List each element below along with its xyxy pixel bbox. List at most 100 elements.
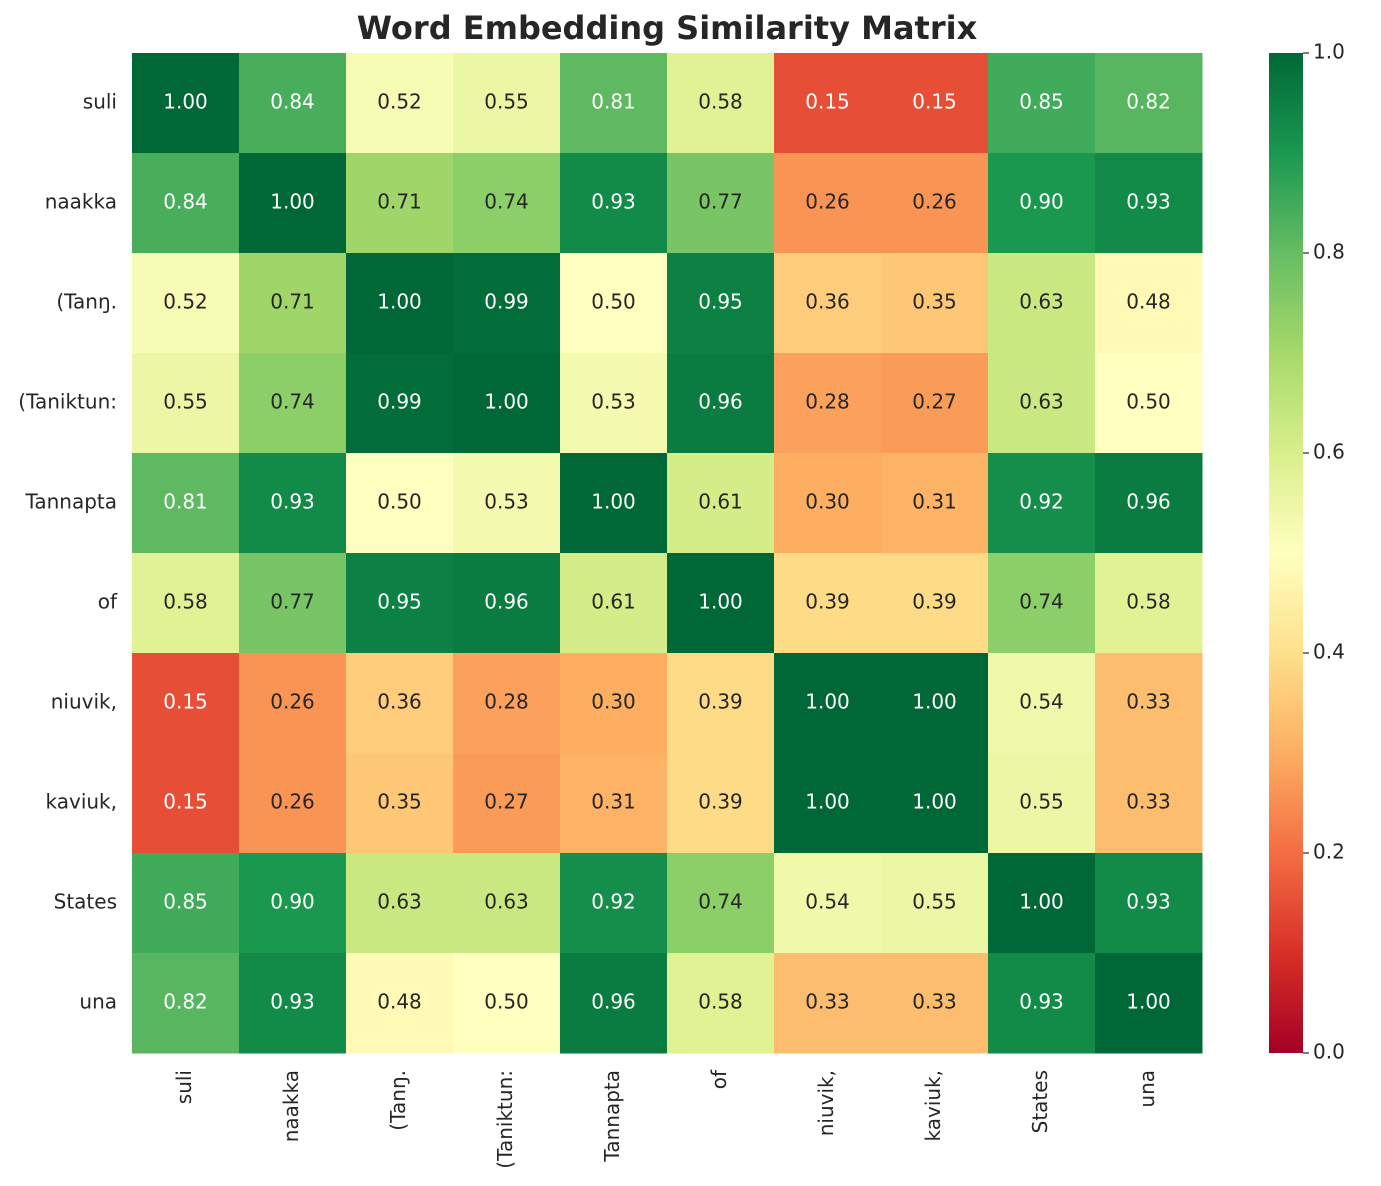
heatmap-cell [774,153,882,254]
heatmap-cell [667,553,775,654]
heatmap-cell [774,853,882,954]
heatmap-cell [132,353,240,454]
cell-label: 1.00 [912,690,957,714]
heatmap-cell [774,653,882,754]
heatmap-cell [132,953,240,1054]
heatmap-cell [1095,853,1203,954]
heatmap-cell [988,353,1096,454]
heatmap-cell [881,253,989,354]
heatmap-cell [239,453,347,554]
heatmap-cell [667,153,775,254]
heatmap-cell [881,453,989,554]
y-tick-label: una [79,990,117,1014]
cell-label: 0.15 [912,90,957,114]
cell-label: 0.27 [484,790,529,814]
cell-label: 0.36 [377,690,422,714]
cell-label: 0.27 [912,390,957,414]
heatmap-cell [453,253,561,354]
x-tick-label: of [707,1069,731,1089]
cell-label: 1.00 [805,690,850,714]
cell-label: 0.28 [484,690,529,714]
cell-label: 0.52 [377,90,422,114]
cell-label: 0.55 [484,90,529,114]
cell-label: 0.93 [591,190,636,214]
heatmap-cell [988,453,1096,554]
heatmap-cell [453,553,561,654]
cell-label: 0.61 [591,590,636,614]
cell-label: 0.26 [805,190,850,214]
heatmap-cell [560,853,668,954]
cell-label: 0.95 [698,290,743,314]
colorbar [1269,53,1303,1053]
cell-label: 0.61 [698,490,743,514]
heatmap-cell [239,553,347,654]
heatmap-cell [346,353,454,454]
heatmap-cell [667,453,775,554]
heatmap-cell [132,653,240,754]
heatmap-cell [1095,653,1203,754]
heatmap-cell [560,453,668,554]
colorbar-tick-label: 0.8 [1313,240,1345,264]
heatmap-cell [881,653,989,754]
cell-label: 0.33 [912,990,957,1014]
cell-label: 1.00 [591,490,636,514]
cell-label: 0.92 [1019,490,1064,514]
heatmap-cell [774,553,882,654]
heatmap-cell [881,853,989,954]
heatmap-cell [988,153,1096,254]
heatmap-cell [881,953,989,1054]
x-tick-label: States [1028,1070,1052,1133]
heatmap-cell [560,953,668,1054]
cell-label: 0.74 [698,890,743,914]
cell-label: 0.81 [163,490,208,514]
heatmap-cell [132,53,240,154]
cell-label: 0.30 [805,490,850,514]
cell-label: 0.35 [912,290,957,314]
heatmap-cell [1095,153,1203,254]
cell-label: 0.31 [912,490,957,514]
cell-label: 0.26 [270,790,315,814]
cell-label: 0.31 [591,790,636,814]
colorbar-tick-label: 0.6 [1313,440,1345,464]
cell-label: 0.33 [1126,790,1171,814]
cell-label: 0.96 [698,390,743,414]
heatmap-cell [239,253,347,354]
heatmap-cell [346,653,454,754]
heatmap-cell [453,953,561,1054]
heatmap-cell [453,653,561,754]
cell-label: 0.15 [805,90,850,114]
cell-label: 0.90 [270,890,315,914]
cell-label: 0.36 [805,290,850,314]
heatmap-cell [988,653,1096,754]
cell-label: 0.33 [1126,690,1171,714]
heatmap-cell [132,253,240,354]
cell-label: 0.74 [484,190,529,214]
x-tick-label: naakka [279,1070,303,1142]
cell-label: 0.93 [1019,990,1064,1014]
cell-label: 0.50 [1126,390,1171,414]
cell-label: 0.54 [1019,690,1064,714]
cell-label: 0.96 [484,590,529,614]
cell-label: 0.84 [270,90,315,114]
cell-label: 0.26 [912,190,957,214]
heatmap-cell [132,753,240,854]
heatmap-cell [988,853,1096,954]
cell-label: 0.58 [163,590,208,614]
heatmap-cell [346,553,454,654]
cell-label: 0.93 [1126,190,1171,214]
heatmap-cell [1095,953,1203,1054]
heatmap-cell [239,53,347,154]
cell-label: 1.00 [163,90,208,114]
cell-label: 1.00 [805,790,850,814]
y-tick-label: Tannapta [24,490,117,514]
heatmap-cell [132,453,240,554]
heatmap-cell [667,353,775,454]
heatmap-cell [346,153,454,254]
heatmap-cell [667,53,775,154]
cell-label: 0.50 [484,990,529,1014]
cell-label: 0.48 [377,990,422,1014]
heatmap-cell [667,753,775,854]
cell-label: 0.26 [270,690,315,714]
cell-label: 0.50 [591,290,636,314]
cell-label: 0.55 [163,390,208,414]
